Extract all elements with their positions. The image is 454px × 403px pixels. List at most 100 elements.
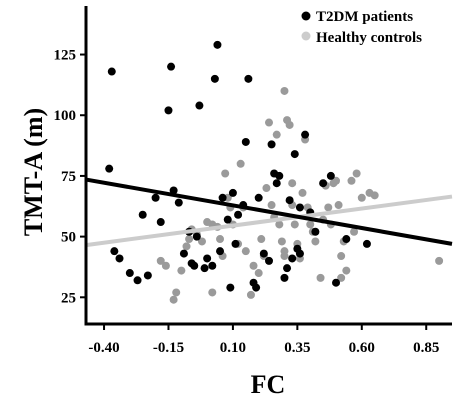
point-t2dm-patients [107, 67, 116, 76]
point-healthy-controls [298, 188, 307, 197]
point-healthy-controls [306, 220, 315, 229]
point-healthy-controls [182, 242, 191, 251]
point-t2dm-patients [332, 278, 341, 287]
point-t2dm-patients [326, 171, 335, 180]
legend: T2DM patients Healthy controls [301, 9, 422, 46]
x-tick-label: -0.15 [153, 340, 184, 356]
y-tick-label: 25 [61, 290, 76, 306]
point-healthy-controls [172, 288, 181, 297]
point-healthy-controls [370, 191, 379, 200]
x-axis-ticks: -0.40 -0.15 0.10 0.35 0.60 0.85 [88, 324, 439, 356]
point-t2dm-patients [265, 256, 273, 265]
point-healthy-controls [265, 118, 273, 127]
point-healthy-controls [267, 201, 276, 210]
point-healthy-controls [216, 235, 225, 244]
point-healthy-controls [221, 169, 230, 178]
point-t2dm-patients [125, 269, 134, 278]
point-healthy-controls [169, 295, 178, 304]
x-tick-label: 0.60 [349, 340, 375, 356]
point-t2dm-patients [295, 249, 304, 258]
point-healthy-controls [208, 288, 217, 297]
point-healthy-controls [262, 184, 271, 193]
point-healthy-controls [275, 220, 284, 229]
point-healthy-controls [290, 220, 299, 229]
point-healthy-controls [177, 266, 186, 275]
point-healthy-controls [161, 261, 170, 270]
point-healthy-controls [435, 256, 444, 265]
point-healthy-controls [324, 203, 333, 212]
point-t2dm-patients [231, 239, 240, 248]
point-healthy-controls [254, 269, 263, 278]
point-healthy-controls [334, 201, 343, 210]
legend-label-t2dm: T2DM patients [316, 9, 413, 25]
x-axis-title: FC [251, 370, 286, 399]
point-t2dm-patients [288, 254, 297, 263]
point-t2dm-patients [254, 193, 263, 202]
point-t2dm-patients [319, 179, 328, 188]
point-t2dm-patients [259, 249, 268, 258]
point-healthy-controls [288, 179, 297, 188]
point-t2dm-patients [342, 235, 351, 244]
point-t2dm-patients [138, 210, 147, 219]
point-t2dm-patients [174, 198, 183, 207]
point-t2dm-patients [234, 210, 243, 219]
point-t2dm-patients [133, 276, 142, 285]
point-t2dm-patients [285, 196, 294, 205]
legend-marker-t2dm [301, 11, 311, 21]
point-healthy-controls [357, 193, 366, 202]
point-t2dm-patients [267, 140, 276, 149]
point-t2dm-patients [228, 188, 237, 197]
point-t2dm-patients [143, 271, 152, 280]
point-healthy-controls [277, 237, 286, 246]
point-t2dm-patients [272, 179, 281, 188]
point-t2dm-patients [169, 186, 178, 195]
point-t2dm-patients [244, 74, 253, 83]
points-layer [105, 40, 444, 304]
point-t2dm-patients [275, 171, 284, 180]
point-t2dm-patients [115, 254, 124, 263]
point-t2dm-patients [311, 227, 320, 236]
point-t2dm-patients [105, 164, 114, 173]
y-tick-label: 125 [54, 48, 77, 64]
point-t2dm-patients [283, 264, 292, 273]
point-t2dm-patients [301, 130, 310, 139]
point-t2dm-patients [280, 273, 289, 282]
point-t2dm-patients [210, 74, 219, 83]
point-healthy-controls [249, 261, 258, 270]
point-t2dm-patients [192, 232, 201, 241]
point-healthy-controls [352, 169, 361, 178]
point-healthy-controls [156, 256, 165, 265]
point-healthy-controls [272, 130, 281, 139]
point-t2dm-patients [208, 261, 217, 270]
point-healthy-controls [337, 273, 346, 282]
point-healthy-controls [285, 120, 294, 129]
point-t2dm-patients [190, 261, 199, 270]
point-healthy-controls [185, 235, 194, 244]
point-healthy-controls [316, 273, 325, 282]
point-t2dm-patients [290, 150, 299, 159]
point-t2dm-patients [200, 264, 209, 273]
legend-label-healthy: Healthy controls [316, 30, 422, 46]
point-t2dm-patients [216, 247, 225, 256]
fit-lines-layer [85, 177, 453, 248]
x-tick-label: 0.10 [220, 340, 246, 356]
point-healthy-controls [350, 227, 359, 236]
point-healthy-controls [246, 290, 255, 299]
point-t2dm-patients [167, 62, 176, 71]
point-healthy-controls [342, 266, 351, 275]
x-tick-label: 0.35 [284, 340, 310, 356]
y-tick-label: 75 [61, 169, 76, 185]
point-t2dm-patients [179, 249, 188, 258]
point-healthy-controls [236, 159, 245, 168]
point-t2dm-patients [241, 137, 250, 146]
point-t2dm-patients [362, 239, 371, 248]
point-healthy-controls [280, 86, 289, 95]
point-t2dm-patients [164, 106, 173, 115]
point-t2dm-patients [223, 215, 232, 224]
y-axis-ticks: 25 50 75 100 125 [54, 48, 86, 306]
point-t2dm-patients [156, 218, 165, 227]
point-t2dm-patients [226, 283, 235, 292]
point-t2dm-patients [213, 40, 222, 49]
point-healthy-controls [311, 237, 320, 246]
